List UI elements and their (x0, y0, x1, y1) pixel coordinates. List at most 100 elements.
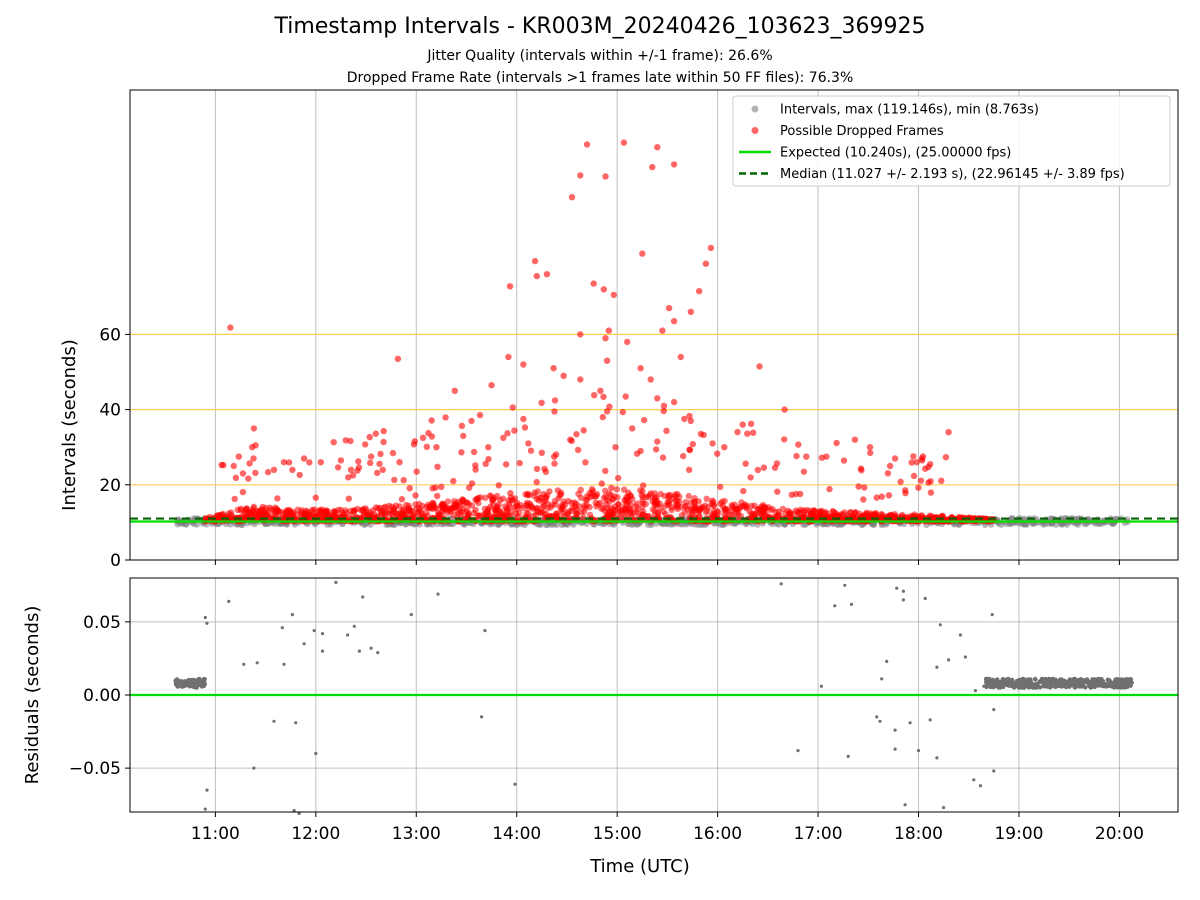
dropped-frame-point (239, 488, 247, 496)
residual-point (203, 615, 207, 620)
dropped-frame-point (647, 376, 654, 383)
dropped-frame-point (591, 392, 598, 399)
residual-dense-point (1093, 677, 1098, 682)
dropped-frame-point (283, 512, 291, 519)
dropped-frame-point (756, 363, 763, 370)
residuals-y-tick-label: 0.05 (83, 613, 121, 633)
dropped-frame-point (803, 453, 810, 460)
dropped-frame-point (220, 461, 227, 469)
residual-point (916, 749, 921, 753)
dropped-frame-point (724, 508, 731, 515)
dropped-frame-point (362, 441, 369, 448)
dropped-frame-point (660, 402, 668, 409)
residual-point (990, 613, 994, 617)
dropped-frame-point (533, 272, 540, 280)
dropped-frame-point (600, 393, 607, 400)
dropped-frame-point (640, 482, 647, 489)
residual-dense-point (1113, 679, 1118, 684)
dropped-frame-point (781, 436, 788, 443)
x-tick-label: 13:00 (392, 824, 441, 844)
dropped-frame-point (280, 459, 288, 466)
intervals-y-axis-label: Intervals (seconds) (59, 339, 80, 511)
dropped-frame-point (270, 466, 278, 473)
dropped-frame-point (886, 462, 894, 470)
dropped-frame-point (660, 407, 667, 415)
dropped-frame-point (347, 437, 354, 445)
residual-dense-point (1000, 677, 1006, 682)
dropped-frame-point (500, 434, 507, 441)
residual-point (282, 662, 286, 666)
dropped-frame-point (525, 440, 532, 447)
dropped-frame-point (680, 452, 687, 460)
dropped-frame-point (654, 144, 661, 151)
residual-point (846, 754, 850, 759)
residual-point (875, 715, 879, 719)
dropped-frame-point (390, 505, 398, 512)
intervals-y-tick-label: 60 (99, 325, 121, 345)
dropped-frame-point (709, 440, 716, 447)
dropped-frame-point (533, 465, 541, 473)
residual-point (928, 718, 932, 722)
residual-point (292, 808, 296, 813)
residual-dense-point (1083, 685, 1088, 690)
dropped-frame-point (506, 503, 513, 510)
dropped-frame-point (686, 446, 693, 453)
dropped-frame-point (639, 250, 646, 257)
dropped-frame-point (643, 493, 650, 501)
dropped-frame-point (873, 494, 880, 501)
legend-box (732, 95, 1171, 187)
residual-dense-point (1098, 680, 1104, 686)
residual-point (819, 684, 824, 688)
dropped-frame-point (472, 496, 479, 503)
dropped-frame-point (372, 504, 380, 511)
dropped-frame-point (684, 506, 692, 514)
dropped-frame-point (925, 479, 932, 486)
dropped-frame-point (530, 512, 537, 519)
dropped-frame-point (702, 260, 710, 267)
dropped-frame-point (358, 507, 365, 514)
residual-point (205, 621, 209, 625)
dropped-frame-point (549, 501, 556, 509)
dropped-frame-point (520, 415, 527, 423)
dropped-frame-point (553, 513, 560, 520)
residual-point (880, 677, 884, 681)
dropped-frame-point (915, 484, 922, 491)
residuals-y-tick-label: 0.00 (83, 686, 121, 706)
dropped-frame-point (613, 486, 620, 493)
dropped-frame-point (434, 463, 441, 470)
dropped-frame-point (885, 492, 893, 499)
dropped-frame-point (524, 502, 531, 509)
residual-dense-point (180, 681, 185, 686)
residual-point (923, 596, 927, 601)
dropped-frame-point (663, 427, 670, 434)
residual-point (369, 646, 373, 650)
dropped-frame-point (742, 460, 749, 467)
dropped-frame-point (377, 510, 385, 517)
dropped-frame-point (697, 430, 705, 438)
dropped-frame-point (476, 411, 484, 419)
dropped-frame-point (612, 444, 619, 451)
dropped-frame-point (334, 464, 342, 471)
dropped-frame-point (386, 502, 393, 510)
dropped-frame-point (531, 257, 539, 265)
dropped-frame-point (927, 489, 935, 496)
dropped-frame-point (687, 308, 694, 315)
dropped-frame-point (739, 421, 746, 428)
dropped-frame-point (508, 508, 515, 516)
dropped-frame-point (800, 507, 807, 514)
dropped-frame-point (539, 504, 546, 511)
x-tick-label: 15:00 (593, 824, 642, 844)
dropped-frame-point (659, 327, 666, 334)
dropped-frame-point (687, 417, 694, 425)
dropped-frame-point (654, 438, 661, 445)
dropped-frame-point (714, 507, 721, 515)
dropped-frame-point (626, 505, 634, 512)
dropped-frame-point (227, 324, 234, 331)
residual-point (297, 811, 301, 816)
dropped-frame-point (232, 474, 240, 481)
residual-dense-point (1055, 683, 1061, 689)
intervals-y-tick-label: 0 (110, 551, 121, 571)
dropped-frame-point (629, 425, 636, 432)
figure-title: Timestamp Intervals - KR003M_20240426_10… (274, 14, 926, 39)
residual-point (320, 632, 325, 636)
